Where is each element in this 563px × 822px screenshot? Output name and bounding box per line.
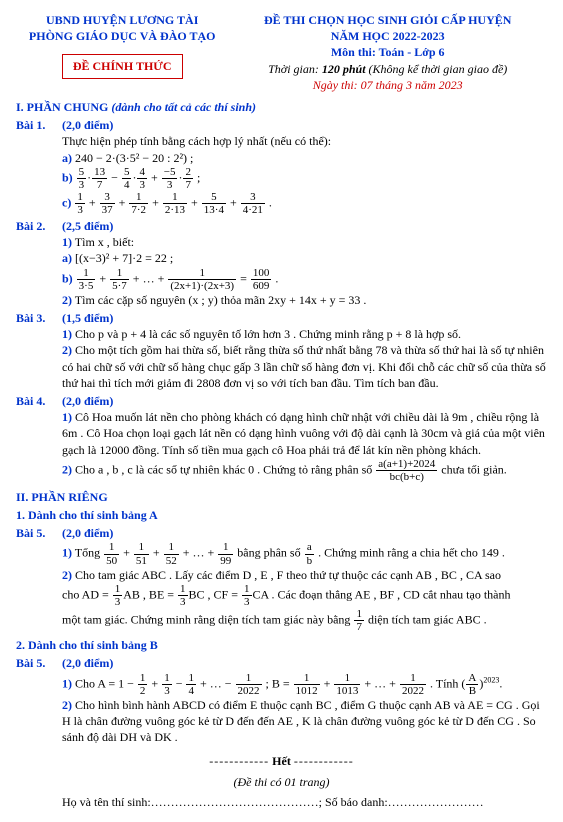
section-1-title: I. PHẦN CHUNG (dành cho tất cả các thí s… [16,99,547,115]
bai-4-2: 2) Cho a , b , c là các số tự nhiên khác… [62,458,547,483]
exam-date: Ngày thi: 07 tháng 3 năm 2023 [228,77,547,93]
bai-1-body: Thực hiện phép tính bằng cách hợp lý nhấ… [62,133,547,216]
bai-1-intro: Thực hiện phép tính bằng cách hợp lý nhấ… [62,133,547,149]
group-a-title: 1. Dành cho thí sinh bảng A [16,507,547,523]
footer-het: ------------ Hết ------------ [16,753,547,769]
bai-5b-1: 1) Cho A = 1 − 12 + 13 − 14 + … − 12022 … [62,672,547,697]
bai-3-body: 1) Cho p và p + 4 là các số nguyên tố lớ… [62,326,547,391]
bai-5a-2c: một tam giác. Chứng minh rằng diện tích … [62,608,547,633]
exam-header: UBND HUYỆN LƯƠNG TÀI PHÒNG GIÁO DỤC VÀ Đ… [16,12,547,93]
ubnd-line: UBND HUYỆN LƯƠNG TÀI [16,12,228,28]
official-stamp: ĐỀ CHÍNH THỨC [62,54,183,78]
group-b-title: 2. Dành cho thí sinh bảng B [16,637,547,653]
bai-5a-label: Bài 5. [16,525,62,541]
bai-2-pts: (2,5 điểm) [62,218,113,234]
bai-5a-row: Bài 5. (2,0 điểm) [16,525,547,541]
bai-5a-2a: 2) Cho tam giác ABC . Lấy các điểm D , E… [62,567,547,583]
bai-3-label: Bài 3. [16,310,62,326]
bai-5b-2: 2) Cho hình bình hành ABCD có điểm E thu… [62,697,547,746]
bai-5a-1: 1) Tổng 150 + 151 + 152 + … + 199 bằng p… [62,541,547,566]
bai-1-c: c) 13 + 337 + 17·2 + 12·13 + 513·4 + 34·… [62,191,547,216]
footer-sign: Họ và tên thí sinh:……………………………………; Số bá… [62,794,547,810]
bai-5b-label: Bài 5. [16,655,62,671]
bai-5a-2b: cho AD = 13AB , BE = 13BC , CF = 13CA . … [62,583,547,608]
bai-4-1: 1) Cô Hoa muốn lát nền cho phòng khách c… [62,409,547,458]
bai-4-label: Bài 4. [16,393,62,409]
bai-4-body: 1) Cô Hoa muốn lát nền cho phòng khách c… [62,409,547,483]
phong-line: PHÒNG GIÁO DỤC VÀ ĐÀO TẠO [16,28,228,44]
header-right: ĐỀ THI CHỌN HỌC SINH GIỎI CẤP HUYỆN NĂM … [228,12,547,93]
exam-title: ĐỀ THI CHỌN HỌC SINH GIỎI CẤP HUYỆN [228,12,547,28]
bai-4-pts: (2,0 điểm) [62,393,113,409]
bai-2-row: Bài 2. (2,5 điểm) [16,218,547,234]
bai-2-a: a) [(x−3)² + 7]·2 = 22 ; [62,250,547,266]
bai-5b-row: Bài 5. (2,0 điểm) [16,655,547,671]
section-2-title: II. PHẦN RIÊNG [16,489,547,505]
exam-time: Thời gian: 120 phút (Không kể thời gian … [228,61,547,77]
stamp-wrap: ĐỀ CHÍNH THỨC [16,50,228,78]
bai-2-2: 2) Tìm các cặp số nguyên (x ; y) thỏa mã… [62,292,547,308]
exam-year: NĂM HỌC 2022-2023 [228,28,547,44]
bai-4-row: Bài 4. (2,0 điểm) [16,393,547,409]
bai-1-b: b) 53·137 − 54·43 + −53·27 ; [62,166,547,191]
bai-5b-body: 1) Cho A = 1 − 12 + 13 − 14 + … − 12022 … [62,672,547,746]
bai-1-label: Bài 1. [16,117,62,133]
bai-2-1: 1) Tìm x , biết: [62,234,547,250]
exam-subject: Môn thi: Toán - Lớp 6 [228,44,547,60]
bai-5a-body: 1) Tổng 150 + 151 + 152 + … + 199 bằng p… [62,541,547,633]
bai-2-b: b) 13·5 + 15·7 + … + 1(2x+1)·(2x+3) = 10… [62,267,547,292]
bai-3-2: 2) Cho một tích gồm hai thừa số, biết rằ… [62,342,547,391]
bai-1-pts: (2,0 điểm) [62,117,113,133]
bai-1-row: Bài 1. (2,0 điểm) [16,117,547,133]
bai-3-1: 1) Cho p và p + 4 là các số nguyên tố lớ… [62,326,547,342]
bai-5a-pts: (2,0 điểm) [62,525,113,541]
bai-3-row: Bài 3. (1,5 điểm) [16,310,547,326]
footer-note: (Đề thi có 01 trang) [16,774,547,790]
bai-2-label: Bài 2. [16,218,62,234]
bai-1-a: a) 240 − 2·(3·5² − 20 : 2²) ; [62,150,547,166]
bai-3-pts: (1,5 điểm) [62,310,113,326]
bai-5b-pts: (2,0 điểm) [62,655,113,671]
header-left: UBND HUYỆN LƯƠNG TÀI PHÒNG GIÁO DỤC VÀ Đ… [16,12,228,93]
bai-2-body: 1) Tìm x , biết: a) [(x−3)² + 7]·2 = 22 … [62,234,547,308]
